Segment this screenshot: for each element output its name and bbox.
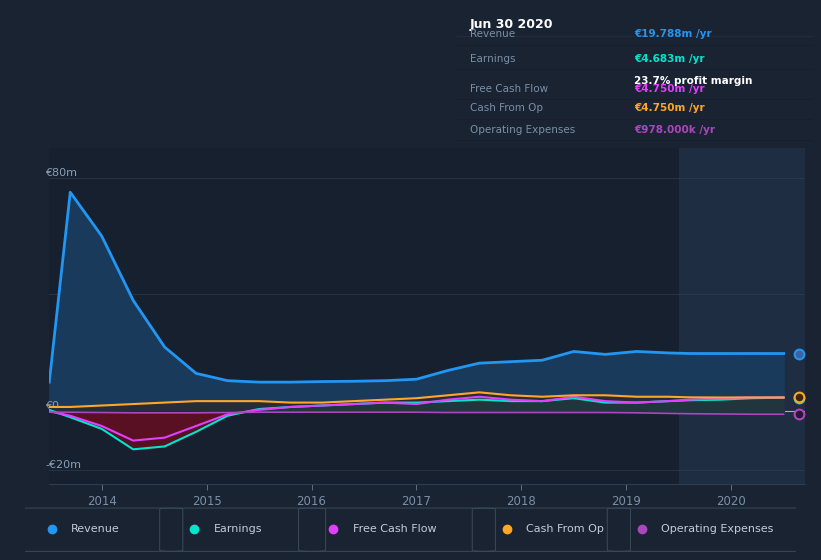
Text: Revenue: Revenue	[71, 524, 120, 534]
Text: €4.750m /yr: €4.750m /yr	[635, 104, 705, 114]
Text: Earnings: Earnings	[470, 54, 516, 63]
Text: €19.788m /yr: €19.788m /yr	[635, 29, 712, 39]
Text: Earnings: Earnings	[213, 524, 262, 534]
Text: €4.683m /yr: €4.683m /yr	[635, 54, 704, 63]
Text: Free Cash Flow: Free Cash Flow	[470, 84, 548, 94]
Bar	[679, 148, 805, 484]
Text: Free Cash Flow: Free Cash Flow	[353, 524, 436, 534]
Text: 23.7% profit margin: 23.7% profit margin	[635, 76, 753, 86]
Text: Cash From Op: Cash From Op	[470, 104, 543, 114]
Text: Operating Expenses: Operating Expenses	[662, 524, 773, 534]
Text: €978.000k /yr: €978.000k /yr	[635, 124, 715, 134]
Text: Revenue: Revenue	[470, 29, 515, 39]
Text: €80m: €80m	[45, 167, 77, 178]
Text: -€20m: -€20m	[45, 460, 81, 470]
Text: €0: €0	[45, 402, 59, 412]
Text: Operating Expenses: Operating Expenses	[470, 124, 576, 134]
Text: Jun 30 2020: Jun 30 2020	[470, 18, 553, 31]
Text: Cash From Op: Cash From Op	[526, 524, 604, 534]
Text: €4.750m /yr: €4.750m /yr	[635, 84, 705, 94]
